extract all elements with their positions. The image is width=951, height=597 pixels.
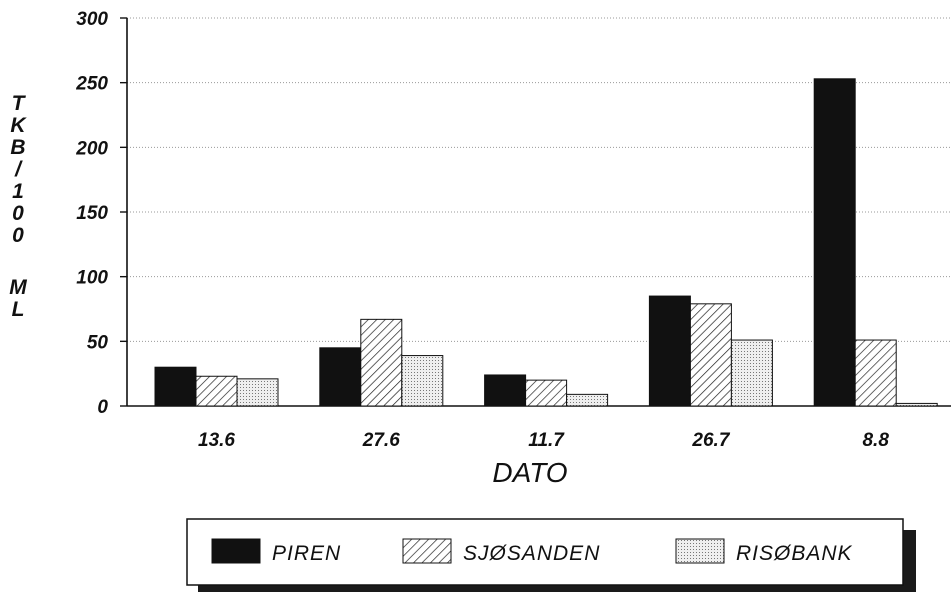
x-tick-label: 8.8 [862,430,889,451]
y-tick-label: 250 [75,74,108,95]
y-axis-label-char: 1 [12,180,24,203]
gridlines [127,17,951,342]
x-tick-label: 27.6 [362,430,400,451]
legend: PIREN SJØSANDEN RISØBANK [186,518,916,592]
bar-sjosanden [360,318,403,407]
legend-swatch-sjosanden [402,538,452,564]
legend-label: RISØBANK [736,542,853,565]
bar-risobank [401,355,444,407]
y-tick-label: 150 [76,203,108,224]
bar-risobank [895,402,938,407]
y-tick-label: 0 [97,397,108,418]
x-tick-label: 11.7 [528,430,565,451]
bar-piren [154,366,197,407]
y-axis-label-char: M [9,276,27,299]
legend-swatch-piren [211,538,261,564]
y-tick-label: 50 [87,332,109,353]
bar-risobank [236,378,279,407]
legend-box [186,518,904,586]
bar-risobank [730,339,773,407]
x-tick-label: 13.6 [198,430,235,451]
bar-sjosanden [854,339,897,407]
legend-swatch-risobank [675,538,725,564]
bar-sjosanden [689,303,732,407]
bar-piren [648,295,691,407]
y-axis-label-char: 0 [12,202,24,225]
bar-sjosanden [195,375,238,407]
tick-labels: 0 50 100 150 200 250 300 13.6 27.6 11.7 26.7 8.8 [75,9,889,451]
y-axis-label-char: 0 [12,224,24,247]
legend-label: PIREN [272,542,341,565]
y-tick-label: 100 [76,268,108,289]
y-tick-label: 300 [76,9,108,30]
bar-sjosanden [525,379,568,407]
y-axis-label-char: T [12,92,27,115]
bar-piren [484,374,527,407]
bar-risobank [566,393,609,407]
bars [154,78,938,407]
y-axis-label-char: B [10,136,25,159]
x-axis-label: DATO [492,457,567,488]
bar-piren [319,347,362,407]
legend-label: SJØSANDEN [463,542,600,565]
y-axis-label-char: / [14,158,23,181]
x-tick-label: 26.7 [691,430,730,451]
y-axis-label-char: K [10,114,27,137]
y-axis-label-char: L [12,298,25,321]
y-tick-label: 200 [75,138,108,159]
bar-piren [813,78,856,407]
